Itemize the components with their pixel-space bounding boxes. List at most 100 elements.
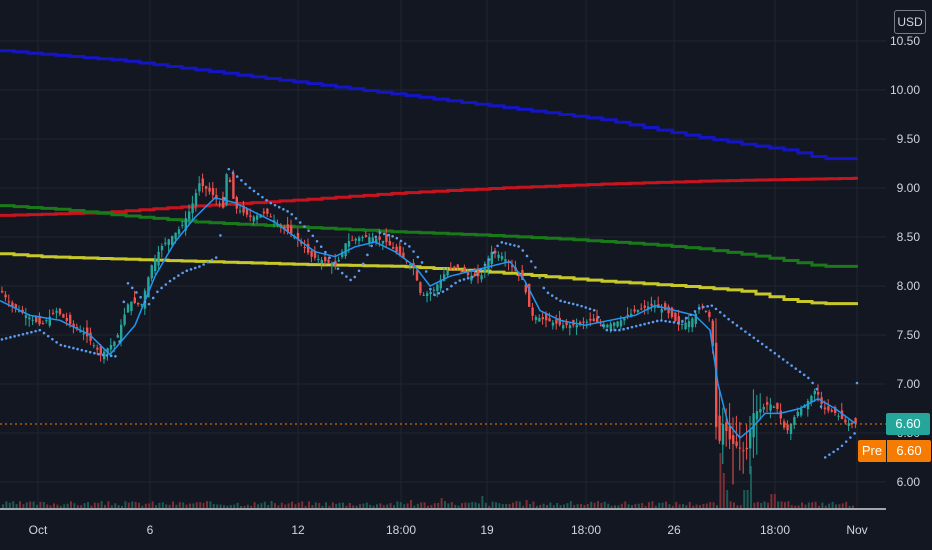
- candle-down: [402, 252, 405, 259]
- candle-down: [473, 273, 476, 277]
- candle-up: [184, 218, 187, 231]
- volume-bar: [535, 505, 538, 508]
- volume-bar: [257, 504, 259, 508]
- sar-dot: [319, 245, 323, 249]
- volume-bar: [450, 502, 453, 508]
- volume-bar: [576, 504, 579, 508]
- sar-dot: [248, 186, 252, 190]
- volume-bar: [529, 503, 531, 508]
- candle-down: [249, 215, 252, 217]
- volume-bar: [379, 503, 382, 508]
- sar-dot: [752, 336, 756, 340]
- sar-dot: [4, 337, 8, 340]
- candle-down: [245, 208, 249, 215]
- sar-dot: [105, 354, 109, 357]
- volume-bar: [457, 505, 460, 508]
- volume-bar: [318, 503, 321, 508]
- candle-down: [524, 284, 527, 293]
- volume-bar: [716, 505, 718, 508]
- candle-down: [327, 259, 330, 263]
- candle-down: [65, 317, 68, 321]
- currency-label[interactable]: USD: [894, 10, 926, 34]
- candle-down: [313, 250, 317, 258]
- sar-dot: [30, 330, 33, 334]
- candle-down: [545, 313, 548, 321]
- candle-up: [239, 210, 242, 212]
- candle-up: [800, 408, 803, 416]
- sar-dot: [609, 328, 613, 332]
- volume-bar: [291, 501, 293, 508]
- candle-up: [198, 183, 201, 192]
- volume-bar: [83, 503, 86, 508]
- candle-up: [358, 237, 361, 242]
- candle-up: [191, 203, 194, 214]
- candle-up: [154, 258, 157, 271]
- candle-down: [41, 323, 45, 325]
- volume-bar: [240, 505, 242, 508]
- sar-dot: [177, 274, 180, 277]
- price-axis[interactable]: 6.006.507.007.508.008.509.009.5010.0010.…: [886, 0, 932, 550]
- sar-dot: [206, 260, 210, 264]
- time-tick-label: 12: [291, 523, 305, 537]
- volume-bar: [729, 501, 732, 508]
- volume-bar: [614, 505, 616, 508]
- ema-line: [0, 196, 856, 439]
- candle-up: [772, 406, 776, 408]
- volume-bar: [206, 501, 208, 508]
- sar-dot: [420, 261, 424, 264]
- volume-bar: [284, 504, 287, 508]
- sar-dot: [370, 244, 373, 248]
- volume-bar: [440, 498, 443, 508]
- candle-up: [439, 279, 442, 289]
- volume-bar: [848, 505, 851, 508]
- price-tick-label: 7.50: [897, 328, 921, 342]
- sar-dot: [366, 253, 369, 257]
- sar-dot: [437, 291, 441, 295]
- volume-bars: [2, 453, 854, 508]
- candle-up: [28, 317, 31, 320]
- volume-bar: [767, 502, 769, 508]
- sar-dot: [160, 286, 163, 290]
- candle-down: [558, 317, 561, 325]
- sar-dot: [815, 387, 819, 391]
- candle-up: [796, 411, 799, 417]
- volume-bar: [637, 503, 640, 508]
- volume-bar: [90, 505, 93, 508]
- volume-bar: [763, 501, 766, 508]
- time-axis[interactable]: Oct 6 12 18:00 19 18:00 26 18:00 Nov: [29, 523, 868, 537]
- volume-bar: [692, 505, 695, 508]
- candle-up: [157, 251, 160, 266]
- sar-dot: [231, 171, 235, 175]
- sar-dot: [618, 328, 621, 332]
- candle-up: [225, 174, 228, 205]
- volume-bar: [243, 505, 246, 508]
- volume-bar: [209, 501, 212, 508]
- volume-bar: [552, 505, 555, 508]
- candle-down: [650, 303, 653, 306]
- candle-down: [732, 435, 735, 445]
- candle-down: [460, 269, 463, 271]
- volume-bar: [801, 502, 803, 508]
- sar-dot: [697, 306, 701, 310]
- candle-down: [89, 332, 92, 341]
- price-tick-label: 9.50: [897, 132, 921, 146]
- volume-bar: [185, 504, 188, 508]
- volume-bar: [182, 502, 185, 508]
- price-tick-label: 9.00: [897, 181, 921, 195]
- candle-down: [854, 418, 857, 424]
- volume-bar: [709, 502, 712, 508]
- sar-dot: [807, 376, 810, 380]
- candle-up: [354, 238, 357, 241]
- volume-bar: [151, 501, 154, 508]
- volume-bar: [104, 504, 106, 508]
- volume-bar: [396, 501, 399, 508]
- candle-up: [113, 341, 116, 346]
- candle-up: [218, 203, 221, 205]
- candle-up: [381, 240, 385, 244]
- volume-bar: [634, 503, 637, 508]
- volume-bar: [699, 505, 701, 508]
- candle-up: [116, 335, 119, 338]
- volume-bar: [25, 502, 28, 508]
- candle-up: [320, 260, 323, 264]
